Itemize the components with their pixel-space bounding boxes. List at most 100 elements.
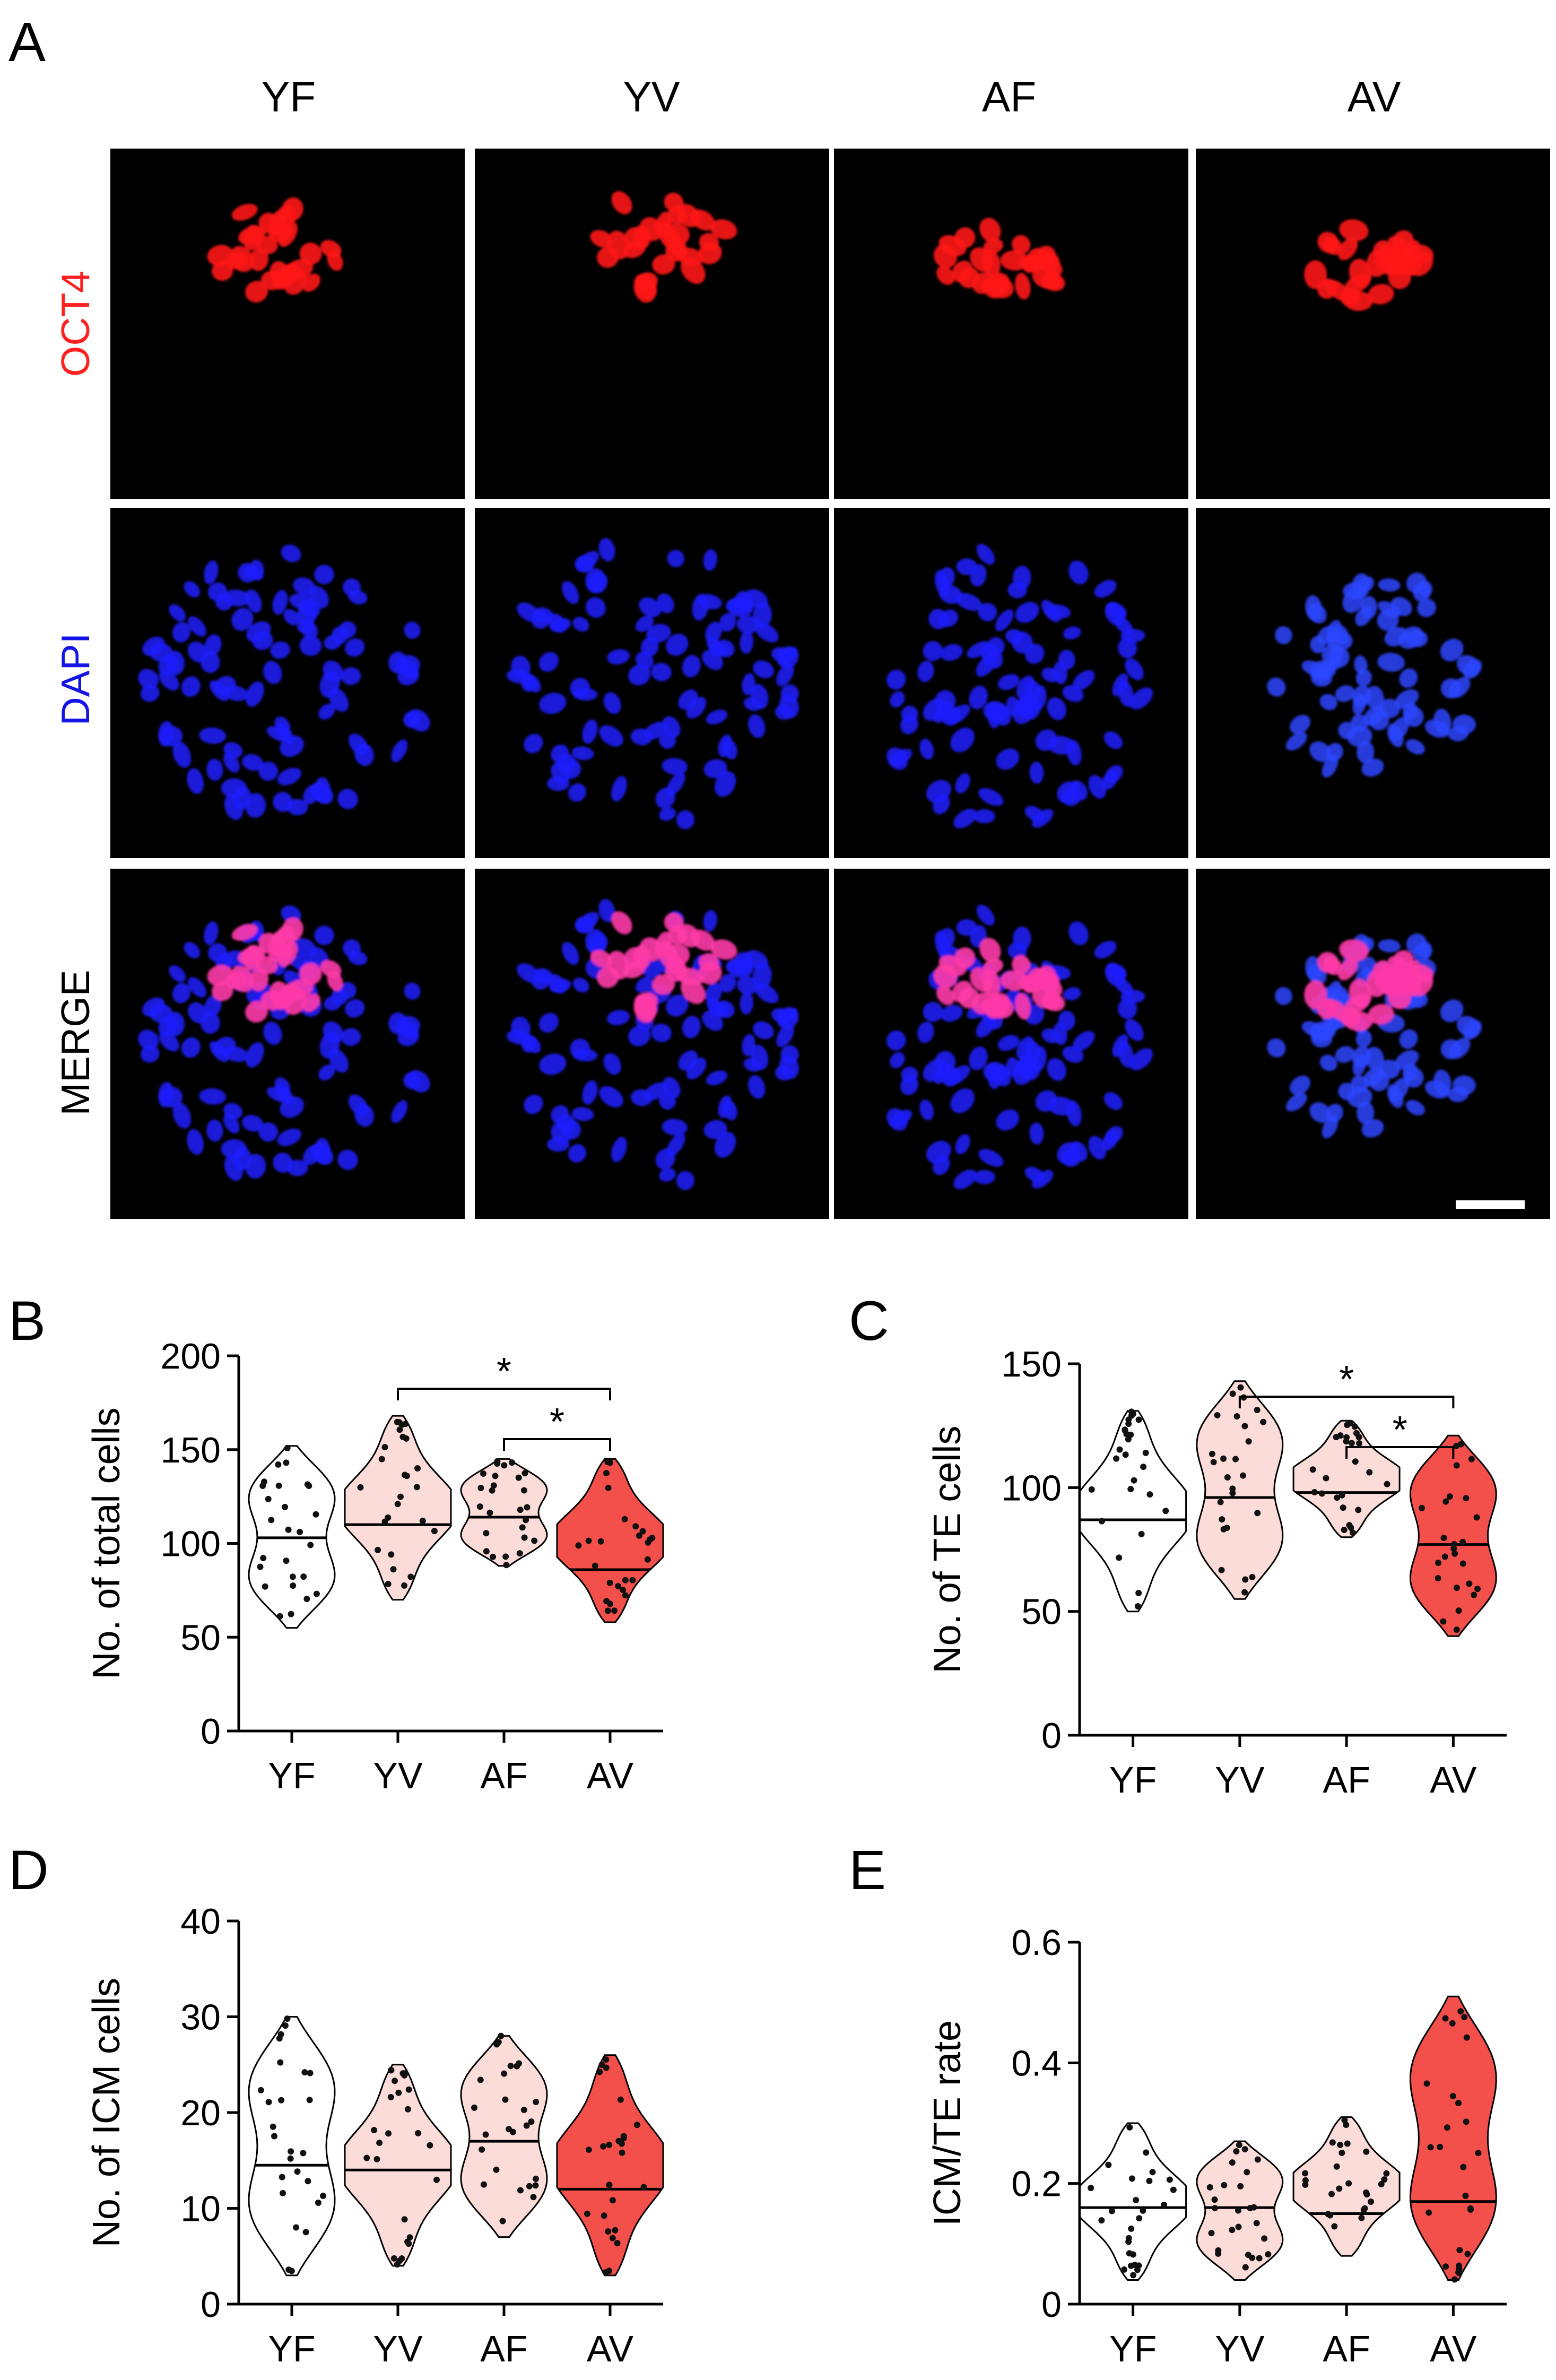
data-point: [1229, 1390, 1236, 1397]
significance-star: *: [497, 1351, 511, 1393]
data-point: [1441, 1553, 1448, 1560]
data-point: [1212, 2205, 1219, 2212]
y-tick-label: 0: [1041, 2284, 1062, 2325]
data-point: [1451, 1550, 1458, 1557]
data-point: [606, 2141, 613, 2148]
data-point: [1245, 1438, 1252, 1445]
data-point: [476, 1503, 483, 1510]
data-point: [1442, 1498, 1449, 1505]
data-point: [509, 1459, 516, 1466]
data-point: [517, 1507, 524, 1513]
x-tick-label-yv: YV: [1215, 1759, 1265, 1801]
data-point: [1241, 1589, 1248, 1596]
data-point: [615, 1583, 622, 1590]
violin-yf: [1079, 1410, 1187, 1613]
data-point: [395, 2089, 402, 2096]
data-point: [611, 1607, 618, 1614]
data-point: [305, 2178, 311, 2185]
data-point: [502, 1553, 509, 1560]
data-point: [618, 2140, 625, 2147]
data-point: [1383, 2170, 1390, 2177]
data-point: [1220, 1455, 1227, 1462]
data-point: [1358, 2214, 1365, 2221]
data-point: [645, 1539, 651, 1546]
data-point: [532, 2182, 539, 2189]
violin-yv: [1196, 1380, 1284, 1600]
x-tick-label-yf: YF: [268, 2328, 315, 2369]
data-point: [1232, 1456, 1239, 1462]
panel-a-micrographs: A YF YV AF AV OCT4 DAPI MERGE: [8, 11, 1550, 1219]
data-point: [413, 1484, 420, 1491]
data-point: [1442, 2263, 1449, 2270]
data-point: [617, 2096, 624, 2103]
data-point: [519, 1524, 526, 1531]
data-point: [603, 1470, 610, 1477]
data-point: [1474, 1586, 1481, 1593]
violin-af: [1292, 2116, 1401, 2257]
data-point: [498, 2032, 505, 2039]
data-point: [397, 1493, 404, 1500]
data-point: [1162, 1508, 1169, 1514]
data-point: [270, 2123, 276, 2130]
data-point: [357, 1484, 364, 1491]
data-point: [390, 1566, 397, 1573]
data-point: [1206, 2184, 1213, 2191]
data-point: [1337, 2141, 1344, 2148]
panel-letter-d: D: [8, 1839, 49, 1901]
data-point: [1088, 1486, 1095, 1493]
data-point: [1356, 1440, 1363, 1447]
data-point: [1088, 2185, 1094, 2192]
data-point: [1343, 1434, 1350, 1441]
data-point: [620, 1587, 627, 1594]
data-point: [1464, 2251, 1471, 2257]
data-point: [636, 1532, 642, 1539]
micrograph-merge-af: [834, 869, 1188, 1219]
data-point: [1237, 1384, 1244, 1391]
data-point: [524, 1504, 531, 1511]
data-point: [1427, 2144, 1434, 2151]
data-point: [388, 1551, 395, 1558]
data-point: [520, 1487, 527, 1494]
data-point: [490, 1482, 497, 1489]
data-point: [363, 2154, 370, 2161]
data-point: [1250, 2204, 1257, 2211]
micrograph-oct4-yv: [475, 149, 829, 499]
data-point: [1261, 2235, 1268, 2242]
data-point: [260, 1555, 267, 1562]
data-point: [283, 1557, 290, 1564]
violin-yv: [344, 1415, 452, 1601]
data-point: [1333, 2163, 1340, 2170]
data-point: [528, 2118, 535, 2125]
data-point: [376, 2140, 383, 2147]
data-point: [294, 2168, 301, 2175]
data-point: [1463, 1495, 1470, 1502]
data-point: [1134, 1603, 1141, 1610]
data-point: [1336, 2185, 1343, 2192]
data-point: [620, 2133, 627, 2140]
micrograph-merge-yv: [475, 869, 829, 1219]
data-point: [387, 2093, 394, 2100]
x-tick-label-yv: YV: [373, 2328, 423, 2369]
column-headers: YF YV AF AV: [262, 73, 1401, 120]
axes-c: 0 50 100 150 YF YV AF AV: [1002, 1344, 1507, 1801]
x-tick-label-av: AV: [1430, 2328, 1476, 2369]
data-point: [1344, 2140, 1351, 2147]
data-point: [523, 2122, 530, 2129]
data-point: [1254, 2156, 1261, 2163]
data-point: [1341, 2117, 1348, 2124]
data-point: [479, 2146, 485, 2153]
row-labels: OCT4 DAPI MERGE: [53, 271, 98, 1116]
y-axis-label: ICM/TE rate: [926, 2020, 969, 2226]
data-point: [257, 1563, 264, 1570]
data-point: [401, 1582, 408, 1589]
data-point: [493, 2041, 500, 2048]
x-tick-label-av: AV: [587, 1755, 633, 1796]
micrograph-merge-yf: [110, 869, 465, 1219]
data-point: [1128, 2225, 1135, 2232]
row-label-oct4: OCT4: [53, 271, 98, 377]
data-point: [385, 2130, 392, 2137]
data-point: [1331, 2223, 1338, 2230]
data-point: [492, 1473, 499, 1479]
data-point: [1453, 1585, 1460, 1591]
data-point: [1435, 1574, 1441, 1581]
